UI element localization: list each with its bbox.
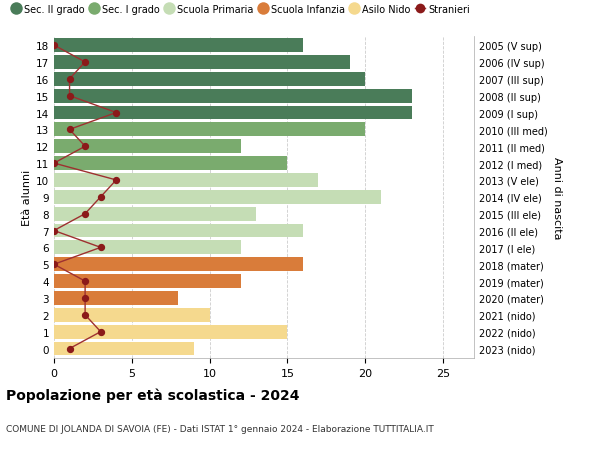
Bar bbox=[54, 157, 287, 171]
Point bbox=[65, 76, 74, 83]
Bar bbox=[54, 308, 209, 322]
Point bbox=[80, 312, 90, 319]
Point bbox=[96, 194, 106, 201]
Point bbox=[49, 227, 59, 235]
Point bbox=[65, 345, 74, 353]
Point bbox=[112, 177, 121, 184]
Point bbox=[49, 261, 59, 269]
Point bbox=[49, 42, 59, 50]
Legend: Sec. II grado, Sec. I grado, Scuola Primaria, Scuola Infanzia, Asilo Nido, Stran: Sec. II grado, Sec. I grado, Scuola Prim… bbox=[11, 5, 470, 15]
Text: COMUNE DI JOLANDA DI SAVOIA (FE) - Dati ISTAT 1° gennaio 2024 - Elaborazione TUT: COMUNE DI JOLANDA DI SAVOIA (FE) - Dati … bbox=[6, 425, 434, 434]
Y-axis label: Età alunni: Età alunni bbox=[22, 169, 32, 225]
Point bbox=[96, 244, 106, 252]
Point bbox=[80, 143, 90, 151]
Bar bbox=[54, 106, 412, 120]
Bar bbox=[54, 174, 319, 187]
Bar bbox=[54, 241, 241, 255]
Point bbox=[112, 110, 121, 117]
Bar bbox=[54, 190, 380, 204]
Bar bbox=[54, 123, 365, 137]
Bar bbox=[54, 342, 194, 356]
Bar bbox=[54, 291, 178, 305]
Point bbox=[80, 278, 90, 285]
Point bbox=[65, 126, 74, 134]
Point bbox=[80, 59, 90, 67]
Point bbox=[65, 93, 74, 100]
Bar bbox=[54, 224, 303, 238]
Bar bbox=[54, 258, 303, 272]
Bar bbox=[54, 140, 241, 154]
Bar bbox=[54, 56, 350, 70]
Point bbox=[49, 160, 59, 168]
Bar bbox=[54, 39, 303, 53]
Bar bbox=[54, 274, 241, 288]
Point bbox=[80, 295, 90, 302]
Bar bbox=[54, 325, 287, 339]
Point bbox=[80, 211, 90, 218]
Bar bbox=[54, 90, 412, 103]
Y-axis label: Anni di nascita: Anni di nascita bbox=[551, 156, 562, 239]
Point bbox=[96, 328, 106, 336]
Bar bbox=[54, 73, 365, 86]
Text: Popolazione per età scolastica - 2024: Popolazione per età scolastica - 2024 bbox=[6, 388, 299, 403]
Bar bbox=[54, 207, 256, 221]
